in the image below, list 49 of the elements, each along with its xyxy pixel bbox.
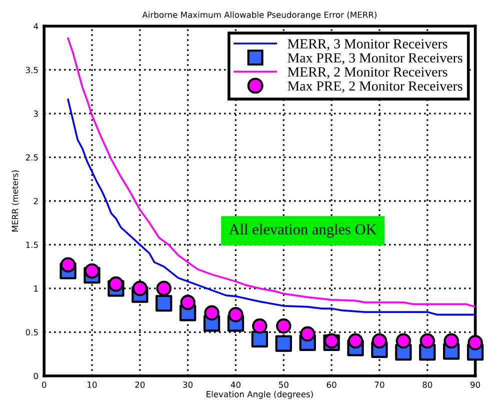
point bbox=[348, 333, 364, 349]
y-axis-title: MERR (meters) bbox=[12, 170, 20, 232]
point bbox=[468, 335, 483, 350]
point bbox=[156, 294, 172, 312]
point bbox=[252, 318, 268, 334]
point bbox=[300, 326, 316, 342]
point bbox=[276, 318, 292, 334]
point bbox=[420, 333, 436, 349]
point bbox=[396, 333, 412, 349]
y-tick-label: 2 bbox=[34, 198, 38, 204]
x-tick-label: 90 bbox=[470, 382, 480, 388]
y-tick-label: 0 bbox=[34, 372, 38, 380]
point bbox=[180, 294, 196, 310]
legend-label: MERR, 2 Monitor Receivers bbox=[288, 67, 448, 79]
x-tick-label: 40 bbox=[230, 382, 240, 388]
x-tick-label: 30 bbox=[183, 382, 193, 388]
legend-label: MERR, 3 Monitor Receivers bbox=[288, 39, 448, 50]
legend-label: Max PRE, 2 Monitor Receivers bbox=[288, 81, 462, 93]
point bbox=[156, 280, 172, 296]
point bbox=[275, 335, 292, 352]
chart-title: Airborne Maximum Allowable Pseudorange Error (MERR) bbox=[142, 11, 376, 20]
x-tick-label: 20 bbox=[135, 382, 145, 388]
y-tick-label: 1.5 bbox=[26, 242, 38, 248]
x-axis-title: Elevation Angle (degrees) bbox=[206, 390, 313, 399]
y-tick-label: 4 bbox=[34, 23, 38, 30]
legend-label: Max PRE, 3 Monitor Receivers bbox=[288, 53, 462, 65]
line-series bbox=[67, 37, 476, 308]
point bbox=[372, 333, 388, 349]
x-tick-label: 10 bbox=[88, 382, 97, 388]
y-tick-label: 3 bbox=[34, 110, 38, 117]
y-tick-label: 3.5 bbox=[26, 66, 38, 74]
point bbox=[132, 280, 148, 296]
y-tick-label: 2.5 bbox=[26, 154, 38, 161]
y-tick-label: 0.5 bbox=[26, 329, 38, 336]
x-tick-label: 80 bbox=[422, 382, 432, 388]
point bbox=[228, 307, 244, 322]
x-tick-label: 0 bbox=[42, 382, 46, 388]
point bbox=[204, 305, 220, 321]
x-tick-label: 60 bbox=[326, 382, 336, 388]
point bbox=[444, 333, 459, 349]
line-series bbox=[67, 98, 476, 316]
point bbox=[251, 330, 268, 348]
x-tick-label: 50 bbox=[278, 382, 288, 388]
annotation: All elevation angles OK bbox=[228, 224, 377, 238]
y-tick-label: 1 bbox=[34, 286, 38, 292]
point bbox=[108, 276, 124, 292]
point bbox=[84, 263, 100, 279]
point bbox=[60, 257, 76, 272]
x-tick-label: 70 bbox=[374, 382, 384, 388]
